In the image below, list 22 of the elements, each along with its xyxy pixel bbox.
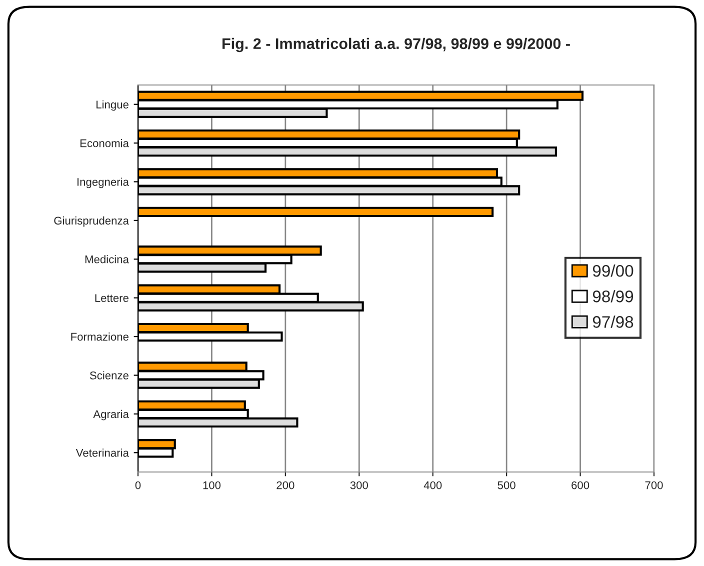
x-tick-label: 300 [350,481,368,490]
y-tick-label: Scienze [90,371,128,380]
x-tick-label: 600 [572,481,590,490]
x-tick-label: 700 [645,481,663,490]
x-tick-label: 100 [203,481,221,490]
y-tick-label: Veterinaria [76,448,129,457]
y-tick-label: Medicina [85,255,129,264]
legend-label: 98/99 [592,290,634,302]
chart-title: Fig. 2 - Immatricolati a.a. 97/98, 98/99 e 99/2000 - [222,38,570,52]
x-tick-label: 0 [135,481,141,490]
y-tick-label: Agraria [93,410,129,420]
y-tick-label: Economia [80,139,129,148]
y-tick-label: Lingue [96,100,128,111]
y-tick-label: Ingegneria [77,178,129,188]
y-tick-label: Formazione [71,332,128,341]
x-tick-label: 200 [276,481,294,490]
x-tick-label: 400 [424,481,442,490]
y-tick-label: Lettere [95,294,128,302]
x-tick-label: 500 [498,481,516,490]
legend-label: 99/00 [592,264,634,277]
legend-label: 97/98 [592,316,634,328]
y-tick-label: Giurisprudenza [54,216,129,227]
